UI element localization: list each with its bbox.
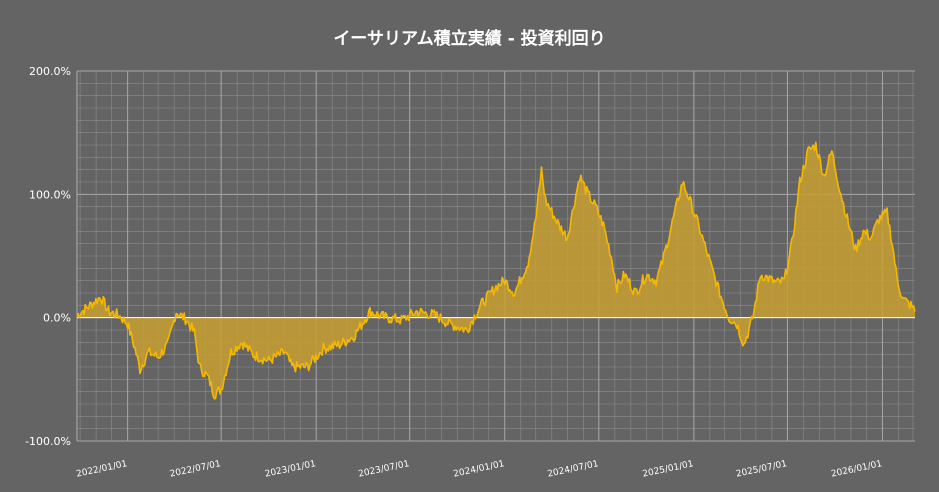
y-axis: 200.0% 100.0% 0.0% -100.0% — [25, 65, 71, 448]
x-tick-label: 2024/07/01 — [547, 459, 600, 480]
x-tick-label: 2026/01/01 — [830, 459, 883, 480]
y-tick-label: 100.0% — [29, 188, 71, 201]
x-tick-label: 2024/01/01 — [453, 459, 506, 480]
y-tick-label: -100.0% — [25, 435, 71, 448]
x-tick-label: 2023/07/01 — [358, 459, 411, 480]
series-line — [76, 141, 916, 400]
series-area-fill — [77, 142, 915, 399]
chart-title: イーサリアム積立実績 - 投資利回り — [333, 28, 605, 49]
x-tick-label: 2022/07/01 — [169, 459, 222, 480]
x-tick-label: 2023/01/01 — [264, 459, 317, 480]
y-tick-label: 200.0% — [29, 65, 71, 78]
x-tick-label: 2025/07/01 — [735, 459, 788, 480]
plot-area — [76, 141, 916, 400]
x-tick-label: 2022/01/01 — [75, 459, 128, 480]
x-axis: 2022/01/01 2022/07/01 2023/01/01 2023/07/01… — [75, 459, 883, 480]
x-tick-label: 2025/01/01 — [642, 459, 695, 480]
y-tick-label: 0.0% — [43, 312, 71, 325]
